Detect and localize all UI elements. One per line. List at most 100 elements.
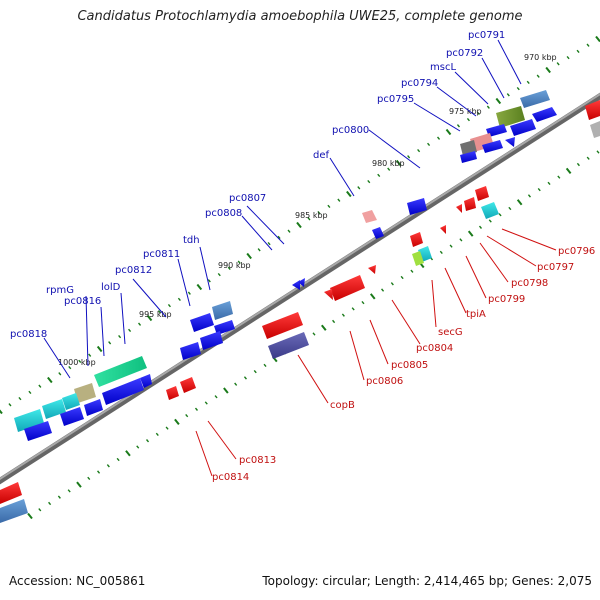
gene-label[interactable]: pc0814 — [212, 472, 249, 483]
gene-label[interactable]: copB — [330, 400, 355, 411]
gene-label[interactable]: pc0794 — [401, 78, 438, 89]
gene-label[interactable]: lolD — [101, 282, 121, 293]
gene-label[interactable]: pc0796 — [558, 246, 595, 257]
track-tick — [547, 181, 551, 186]
gene-label[interactable]: pc0800 — [332, 125, 369, 136]
track-tick — [449, 244, 453, 248]
kbp-tick-labels: 970 kbp 975 kbp 980 kbp 985 kbp 990 kbp … — [58, 53, 557, 367]
gene-arrow — [464, 197, 476, 211]
gene-block — [94, 356, 147, 387]
track-tick — [508, 206, 512, 211]
track-tick — [243, 376, 247, 380]
gene-label[interactable]: pc0792 — [446, 48, 483, 59]
gene-arrow — [292, 280, 300, 290]
track-tick — [467, 230, 474, 237]
gene-label[interactable]: pc0806 — [366, 376, 403, 387]
gene-arrow — [330, 275, 365, 301]
gene-label[interactable]: pc0816 — [64, 296, 101, 307]
kbp-tick-label: 970 kbp — [524, 53, 557, 62]
track-tick — [407, 155, 411, 159]
genome-summary-text: Topology: circular; Length: 2,414,465 bp… — [262, 574, 592, 588]
track-tick — [185, 413, 189, 418]
gene-block — [14, 409, 44, 432]
gene-label[interactable]: def — [313, 150, 330, 161]
track-tick — [556, 62, 560, 66]
gene-label[interactable]: mscL — [430, 62, 456, 73]
track-tick — [321, 324, 327, 331]
track-tick — [466, 117, 470, 122]
track-tick — [400, 275, 404, 280]
track-tick — [307, 217, 311, 221]
track-tick — [96, 345, 103, 353]
track-tick — [18, 396, 22, 401]
track-tick — [369, 293, 376, 300]
forward-leader-lines — [43, 39, 522, 379]
gene-block — [62, 393, 80, 410]
track-tick — [427, 142, 431, 147]
gene-label[interactable]: pc0818 — [10, 329, 47, 340]
gene-arrow — [407, 198, 427, 215]
gene-label[interactable]: pc0791 — [468, 30, 505, 41]
track-tick — [38, 384, 42, 388]
reverse-strand-genes — [0, 100, 600, 523]
gene-block — [412, 251, 424, 266]
gene-block — [520, 90, 550, 108]
gene-label[interactable]: pc0812 — [115, 265, 152, 276]
gene-block — [585, 100, 600, 120]
gene-label[interactable]: pc0813 — [239, 455, 276, 466]
kbp-tick-label: 980 kbp — [372, 159, 405, 168]
track-tick — [76, 481, 82, 488]
track-tick — [367, 179, 371, 184]
track-tick — [97, 470, 101, 474]
gene-label[interactable]: pc0804 — [416, 343, 453, 354]
gene-block — [262, 312, 303, 339]
track-tick — [381, 288, 385, 292]
gene-label[interactable]: pc0798 — [511, 278, 548, 289]
gene-label[interactable]: secG — [438, 327, 463, 338]
track-tick — [439, 250, 443, 255]
gene-block — [212, 301, 233, 320]
track-tick — [174, 418, 180, 425]
kbp-tick-label: 1000 kbp — [58, 358, 96, 367]
gene-label[interactable]: tdh — [183, 235, 200, 246]
gene-arrow — [190, 313, 214, 332]
track-tick — [67, 489, 71, 493]
track-tick — [157, 310, 162, 314]
track-tick — [204, 401, 208, 405]
gene-label[interactable]: pc0808 — [205, 208, 242, 219]
track-tick — [116, 457, 120, 462]
gene-arrow — [486, 124, 507, 137]
gene-label[interactable]: rpmG — [46, 285, 74, 296]
gene-label[interactable]: pc0811 — [143, 249, 180, 260]
track-tick — [145, 439, 150, 443]
track-tick — [217, 272, 221, 277]
track-tick — [346, 190, 352, 198]
track-tick — [545, 66, 551, 74]
gene-arrow — [324, 289, 333, 300]
track-tick — [68, 365, 72, 370]
track-tick — [527, 194, 531, 198]
gene-label[interactable]: pc0805 — [391, 360, 428, 371]
track-tick — [196, 283, 203, 291]
track-tick — [177, 297, 181, 302]
track-tick — [341, 313, 345, 317]
gene-block — [481, 202, 499, 219]
gene-label[interactable]: tpiA — [466, 309, 486, 320]
kbp-tick-label: 985 kbp — [295, 211, 328, 220]
gene-arrow — [410, 232, 423, 247]
gene-block — [268, 332, 309, 359]
track-tick — [88, 353, 92, 357]
track-tick — [146, 314, 153, 322]
gene-arrow — [368, 265, 376, 274]
gene-label[interactable]: pc0795 — [377, 94, 414, 105]
gene-label[interactable]: pc0807 — [229, 193, 266, 204]
track-tick — [417, 148, 421, 153]
gene-label[interactable]: pc0797 — [537, 262, 574, 273]
track-tick — [565, 167, 572, 174]
track-tick — [263, 363, 267, 368]
gene-label[interactable]: pc0799 — [488, 294, 525, 305]
track-tick — [167, 303, 171, 308]
track-tick — [58, 372, 62, 376]
